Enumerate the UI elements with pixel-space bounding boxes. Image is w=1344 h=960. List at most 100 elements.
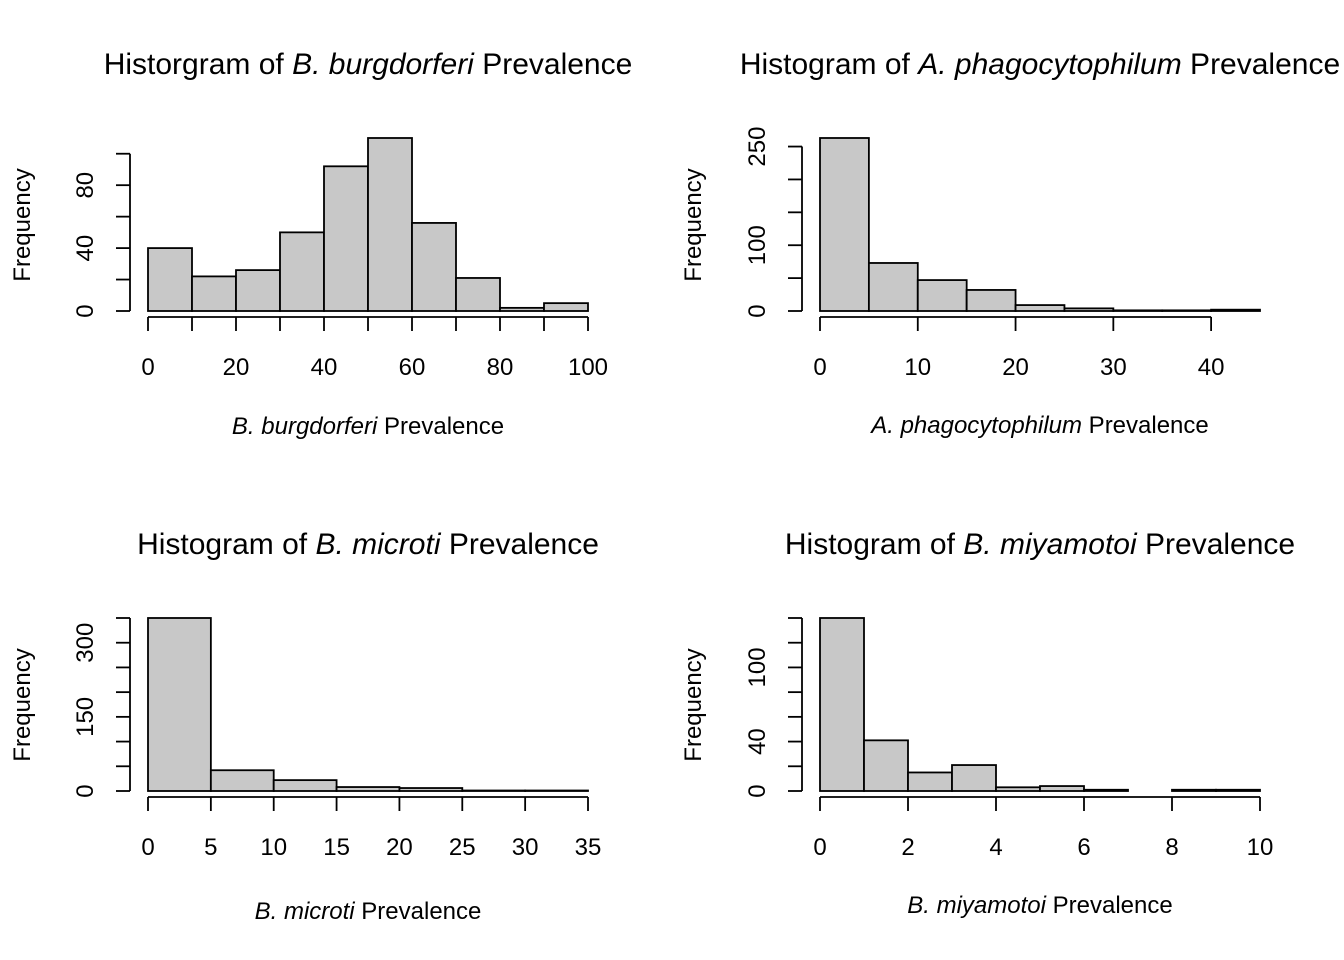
histogram-bar	[209, 769, 275, 792]
y-tick-label: 0	[72, 784, 99, 797]
y-tick-label: 80	[72, 172, 99, 199]
x-tick-label: 60	[399, 354, 426, 381]
y-tick-label: 0	[744, 784, 771, 797]
x-tick-label: 6	[1077, 834, 1090, 861]
x-tick-label: 20	[1002, 354, 1029, 381]
x-tick-label: 40	[1198, 354, 1225, 381]
histogram-bar	[543, 302, 589, 312]
x-axis-label-part: Prevalence	[1082, 412, 1209, 439]
x-tick-label: 0	[141, 354, 154, 381]
histogram-bar	[907, 771, 953, 792]
chart-title: Historgram of B. burgdorferi Prevalence	[104, 48, 633, 81]
chart-title-part: B. miyamotoi	[963, 528, 1138, 561]
histogram-bar	[1039, 785, 1085, 792]
x-axis-label: B. microti Prevalence	[255, 898, 482, 925]
histogram-bar	[916, 279, 968, 312]
y-axis-label: Frequency	[9, 648, 36, 761]
chart-title-part: Prevalence	[1137, 528, 1295, 561]
x-tick-label: 80	[487, 354, 514, 381]
x-tick-label: 0	[813, 834, 826, 861]
histogram-panel-4: Histogram of B. miyamotoi Prevalence 0 2 4 6…	[680, 528, 1295, 919]
histogram-bar	[819, 617, 865, 792]
y-tick-label: 40	[744, 728, 771, 755]
histogram-bar	[951, 764, 997, 792]
histogram-bar	[1215, 788, 1261, 792]
histogram-bar	[863, 739, 909, 792]
x-axis-label: B. burgdorferi Prevalence	[232, 413, 504, 440]
x-tick-label: 20	[386, 834, 413, 861]
x-tick-label: 25	[449, 834, 476, 861]
y-tick-label: 100	[744, 225, 771, 265]
chart-title-part: Historgram of	[104, 48, 292, 81]
x-tick-label: 10	[1247, 834, 1274, 861]
x-tick-label: 10	[904, 354, 931, 381]
histogram-panel-3: Histogram of B. microti Prevalence 0 5 10 15…	[9, 528, 601, 925]
y-tick-label: 40	[72, 235, 99, 262]
x-tick-label: 20	[223, 354, 250, 381]
histogram-panel-2: Histogram of A. phagocytophilum Prevalen…	[680, 48, 1340, 439]
histogram-bar	[235, 269, 281, 312]
x-axis-label: A. phagocytophilum Prevalence	[869, 412, 1209, 439]
x-tick-label: 35	[575, 834, 602, 861]
x-tick-label: 100	[568, 354, 608, 381]
x-axis-label-part: Prevalence	[355, 898, 482, 925]
x-axis-label-part: B. burgdorferi	[232, 413, 378, 440]
chart-title-part: A. phagocytophilum	[916, 48, 1182, 81]
x-axis-label-part: Prevalence	[377, 413, 504, 440]
x-tick-label: 2	[901, 834, 914, 861]
histogram-bar	[279, 231, 325, 312]
y-tick-label: 100	[744, 647, 771, 687]
x-axis-label: B. miyamotoi Prevalence	[907, 892, 1172, 919]
histogram-bar	[965, 289, 1017, 312]
histogram-bar	[398, 787, 464, 792]
histogram-bar	[367, 137, 413, 312]
histogram-bar	[1161, 309, 1213, 312]
histogram-bar	[819, 137, 870, 312]
histogram-bar	[1171, 788, 1217, 792]
x-axis-label-part: B. microti	[255, 898, 356, 925]
chart-title-part: B. burgdorferi	[292, 48, 475, 81]
y-tick-label: 300	[72, 623, 99, 663]
chart-title-part: B. microti	[315, 528, 441, 561]
histogram-bar	[272, 779, 338, 792]
histogram-bar	[323, 165, 369, 312]
y-tick-label: 0	[744, 304, 771, 317]
chart-title-part: Prevalence	[474, 48, 632, 81]
histogram-bar	[995, 786, 1041, 792]
histogram-bar	[1112, 309, 1164, 312]
chart-title: Histogram of B. miyamotoi Prevalence	[785, 528, 1295, 561]
histogram-bar	[147, 617, 212, 792]
histogram-bar	[867, 262, 919, 312]
chart-title-part: Histogram of	[740, 48, 918, 81]
histogram-bar	[1063, 307, 1115, 312]
x-axis-label-part: B. miyamotoi	[907, 892, 1046, 919]
histogram-bar	[1083, 788, 1129, 792]
histogram-bar	[455, 277, 501, 312]
histogram-bar	[335, 786, 401, 792]
x-tick-label: 4	[989, 834, 1002, 861]
histogram-bar	[411, 222, 457, 312]
histogram-bar	[147, 247, 193, 312]
histogram-bar	[1210, 308, 1261, 312]
chart-title-part: Histogram of	[137, 528, 315, 561]
x-tick-label: 0	[813, 354, 826, 381]
x-tick-label: 0	[141, 834, 154, 861]
histogram-bar	[1014, 304, 1066, 312]
chart-title-part: Prevalence	[1182, 48, 1340, 81]
chart-title-part: Prevalence	[440, 528, 598, 561]
y-tick-label: 250	[744, 127, 771, 167]
x-tick-label: 30	[1100, 354, 1127, 381]
x-axis-label-part: A. phagocytophilum	[869, 412, 1082, 439]
chart-title: Histogram of A. phagocytophilum Prevalen…	[740, 48, 1340, 81]
chart-title: Histogram of B. microti Prevalence	[137, 528, 599, 561]
y-axis-label: Frequency	[9, 168, 36, 281]
histogram-panel-1: Historgram of B. burgdorferi Prevalence 0…	[9, 48, 632, 440]
chart-title-part: Histogram of	[785, 528, 963, 561]
y-axis-label: Frequency	[680, 168, 707, 281]
x-tick-label: 8	[1165, 834, 1178, 861]
histogram-bar	[499, 306, 545, 312]
x-axis-label-part: Prevalence	[1046, 892, 1173, 919]
y-axis-label: Frequency	[680, 648, 707, 761]
histogram-bar	[191, 275, 237, 312]
